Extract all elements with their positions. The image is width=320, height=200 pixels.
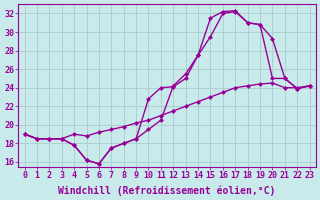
X-axis label: Windchill (Refroidissement éolien,°C): Windchill (Refroidissement éolien,°C)	[58, 185, 276, 196]
